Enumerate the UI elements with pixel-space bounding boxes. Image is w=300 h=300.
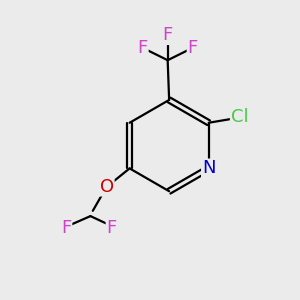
Text: N: N	[202, 159, 215, 177]
Text: Cl: Cl	[231, 109, 248, 127]
Text: O: O	[100, 178, 114, 196]
Text: F: F	[106, 219, 117, 237]
Text: F: F	[137, 39, 148, 57]
Text: F: F	[61, 219, 71, 237]
Text: F: F	[188, 39, 198, 57]
Text: F: F	[163, 26, 173, 44]
